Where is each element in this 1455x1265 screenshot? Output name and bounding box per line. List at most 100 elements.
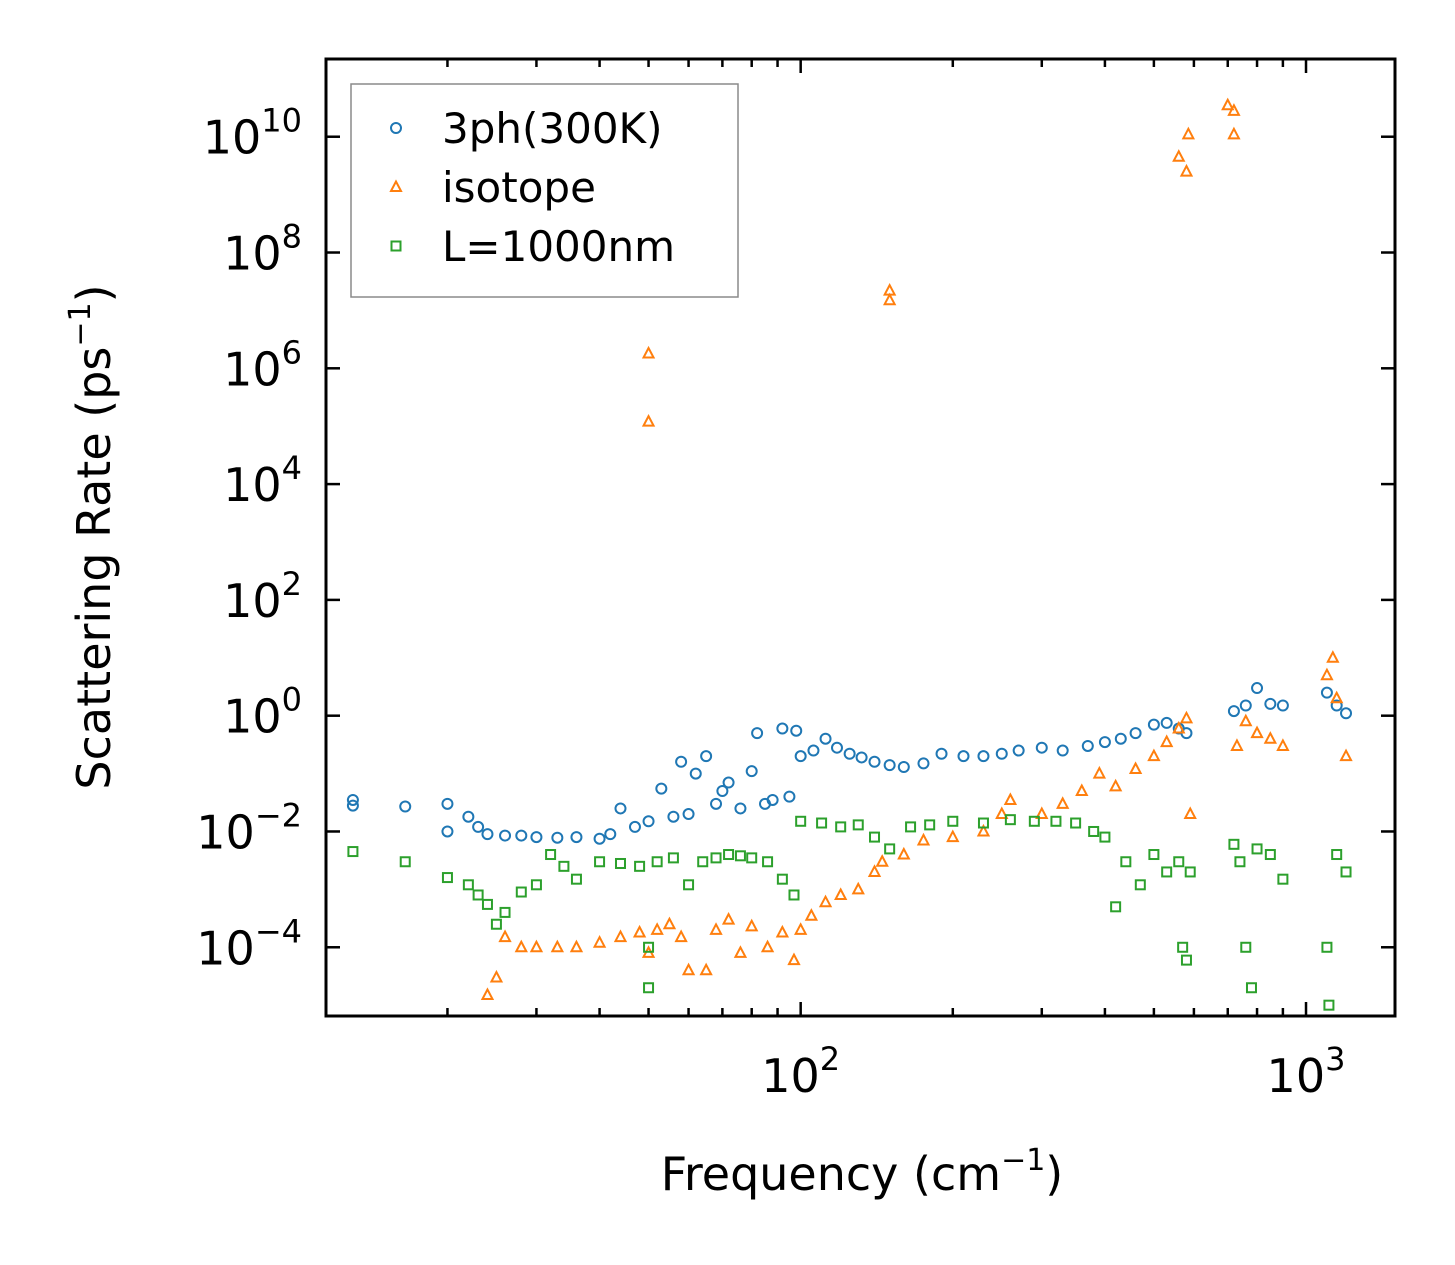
data-point [1179,710,1194,724]
legend-label: L=1000nm [442,222,675,271]
data-point [1004,814,1016,826]
data-point [935,747,948,760]
data-point [681,962,696,976]
data-point [1173,856,1185,868]
x-tick-label: 102 [761,1040,840,1103]
data-point [762,856,774,868]
data-point [1134,879,1146,891]
data-point [1240,941,1252,953]
data-point [1050,815,1062,827]
data-point [787,952,801,966]
data-point [710,797,723,810]
data-point [1277,873,1289,885]
data-point [905,821,917,833]
series-0 [346,682,1353,845]
data-point [835,821,847,833]
legend-label: isotope [442,163,596,212]
data-point [721,912,736,925]
data-point [489,969,504,983]
y-tick-label: 100 [223,681,302,744]
data-point [1148,849,1160,861]
y-tick-label: 1010 [203,102,302,165]
data-point [550,939,565,953]
legend-marker [389,179,403,192]
y-tick-labels: 10−4 10−2 100 102 104 106 108 1010 [196,102,302,976]
data-point [1221,97,1235,111]
data-point [643,941,655,953]
data-point [995,806,1009,820]
data-point [462,810,475,823]
data-point [1160,716,1173,729]
x-axis-label-sup: −1 [1001,1143,1045,1178]
data-point [723,849,735,861]
data-point [804,908,819,921]
data-point [699,962,713,976]
data-point [667,852,679,864]
data-point [790,724,803,737]
data-point [1251,682,1264,695]
data-point [1184,866,1196,878]
data-point [700,750,713,763]
data-point [1035,806,1049,820]
data-point [1276,699,1289,712]
data-point [1056,744,1069,757]
x-axis-label-end: ) [1045,1147,1063,1201]
legend-marker [390,122,402,134]
data-point [1264,697,1277,710]
data-point [1012,744,1025,757]
data-point [875,854,889,867]
data-point [499,906,511,918]
data-point [641,345,656,359]
data-point [662,916,677,930]
data-point [709,922,723,935]
x-axis-label: Frequency (cm−1) [661,1143,1064,1201]
data-point [1228,838,1240,850]
data-point [558,860,570,872]
data-point [1227,103,1241,116]
data-point [995,747,1008,760]
data-point [843,747,856,760]
legend-label: 3ph(300K) [442,104,662,153]
data-point [1339,748,1353,762]
data-point [1003,792,1018,805]
data-point [1326,650,1340,663]
data-point [674,929,688,943]
data-point [1320,667,1334,681]
data-point [807,744,820,757]
data-point [947,815,959,827]
data-point [783,790,796,803]
data-point [745,918,759,932]
data-point [570,873,582,885]
data-point [760,939,775,953]
data-point [499,829,512,842]
data-point [1183,806,1197,820]
data-point [530,879,542,891]
data-point [1177,941,1189,953]
data-point [481,898,493,910]
data-point [682,808,695,821]
data-point [1081,739,1094,752]
data-point [472,820,485,833]
data-point [855,751,868,764]
data-point [1147,718,1160,731]
data-point [916,832,931,846]
data-point [1110,901,1122,913]
data-point [441,797,454,810]
data-point [628,820,641,833]
data-point [593,832,606,845]
y-tick-label: 106 [223,333,302,396]
data-point [1120,856,1132,868]
data-point [917,757,930,770]
data-point [641,413,656,427]
data-point [734,850,746,862]
y-tick-label: 10−2 [196,796,302,859]
data-point [776,722,789,735]
data-point [614,802,627,815]
data-point [655,782,668,795]
data-point [1264,849,1276,861]
data-point [498,929,512,943]
data-point [788,889,800,901]
data-point [834,887,848,900]
data-point [751,727,764,740]
data-point [570,831,583,844]
